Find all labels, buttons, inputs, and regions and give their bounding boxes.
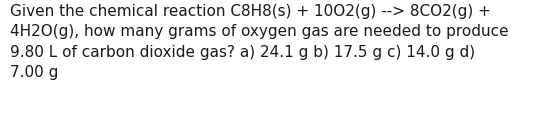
Text: Given the chemical reaction C8H8(s) + 10O2(g) --> 8CO2(g) +
4H2O(g), how many gr: Given the chemical reaction C8H8(s) + 10… xyxy=(10,4,509,80)
